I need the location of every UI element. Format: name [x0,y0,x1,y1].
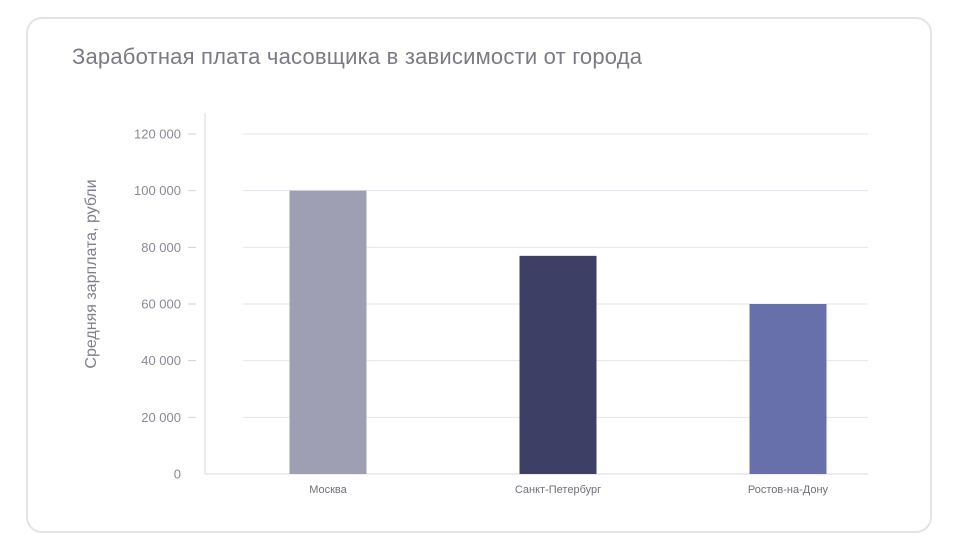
y-tick-label: 20 000 [141,410,181,425]
chart-title: Заработная плата часовщика в зависимости… [72,44,643,69]
y-tick-label: 0 [174,467,181,482]
bars [289,190,827,474]
bar-3 [749,304,827,474]
bar-1 [289,190,367,474]
y-tick-label: 80 000 [141,240,181,255]
x-tick-label: Санкт-Петербург [515,484,601,496]
y-tick-label: 40 000 [141,353,181,368]
y-tick-label: 60 000 [141,297,181,312]
x-tick-label: Москва [309,484,347,496]
x-tick-label: Ростов-на-Дону [748,484,829,496]
bar-2 [519,255,597,474]
y-tick-label: 100 000 [134,183,181,198]
axis-labels: 0 20 000 40 000 60 000 80 000 100 000 120 000 М… [134,127,829,497]
y-tick-label: 120 000 [134,127,181,142]
